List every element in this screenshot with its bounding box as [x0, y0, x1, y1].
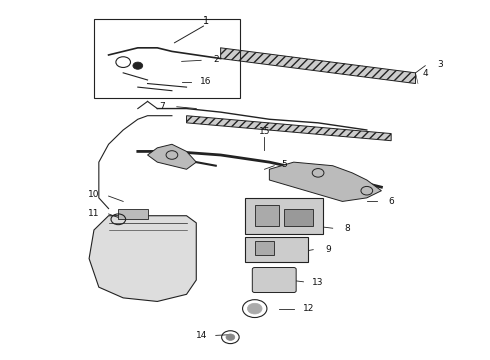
Circle shape — [226, 334, 235, 341]
Bar — [284, 208, 313, 226]
Text: 12: 12 — [303, 304, 314, 313]
Text: 5: 5 — [281, 160, 287, 169]
Text: 7: 7 — [159, 102, 165, 111]
Text: 2: 2 — [213, 55, 219, 64]
Text: 15: 15 — [259, 127, 270, 136]
Text: 1: 1 — [203, 16, 209, 26]
Bar — [245, 198, 323, 234]
Text: 13: 13 — [312, 278, 324, 287]
Circle shape — [247, 303, 262, 314]
Bar — [118, 208, 147, 219]
Polygon shape — [147, 144, 196, 169]
Text: 16: 16 — [200, 77, 212, 86]
Bar — [245, 237, 308, 262]
Text: 11: 11 — [88, 209, 99, 218]
Bar — [255, 205, 279, 226]
FancyBboxPatch shape — [252, 267, 296, 293]
Polygon shape — [89, 216, 196, 301]
Circle shape — [133, 62, 143, 69]
Text: 14: 14 — [196, 331, 207, 340]
Text: 8: 8 — [344, 224, 350, 233]
Bar — [94, 19, 240, 98]
Text: 3: 3 — [437, 60, 443, 69]
Text: 6: 6 — [388, 197, 394, 206]
Text: 4: 4 — [422, 69, 428, 78]
Polygon shape — [220, 48, 416, 84]
Polygon shape — [187, 116, 391, 141]
Text: 9: 9 — [325, 245, 331, 254]
Polygon shape — [270, 162, 381, 202]
Bar — [255, 241, 274, 255]
Text: 10: 10 — [88, 190, 99, 199]
